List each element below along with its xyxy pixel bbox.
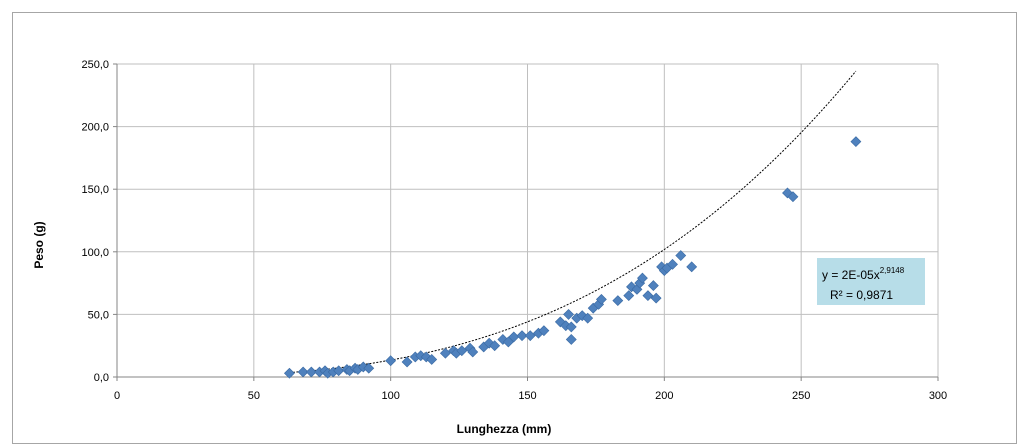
data-point xyxy=(582,312,594,324)
x-tick-label: 50 xyxy=(248,390,260,402)
data-point xyxy=(667,258,678,270)
data-point xyxy=(675,250,687,261)
data-point xyxy=(502,336,514,348)
data-point xyxy=(565,321,577,333)
y-tick-label: 50,0 xyxy=(88,309,109,321)
data-point xyxy=(467,346,479,358)
equation-background xyxy=(817,258,925,305)
r-squared-label: R² = 0,9871 xyxy=(830,288,893,302)
x-tick-label: 150 xyxy=(518,390,536,402)
data-point xyxy=(647,280,659,292)
data-point xyxy=(595,293,607,305)
data-point xyxy=(623,290,635,302)
equation-exponent: 2,9148 xyxy=(880,266,905,275)
data-point xyxy=(524,330,536,342)
data-point xyxy=(787,191,799,203)
data-point xyxy=(650,292,662,304)
data-point xyxy=(563,308,574,320)
data-point xyxy=(305,366,317,378)
tick-labels: 0,0 50,0 100,0 150,0 200,0 250,0 0 50 100 150 200 2… xyxy=(81,59,947,402)
x-tick-label: 300 xyxy=(929,390,947,402)
data-point xyxy=(363,362,375,374)
data-point xyxy=(297,366,309,378)
data-point xyxy=(401,356,413,368)
x-tick-label: 0 xyxy=(114,390,120,402)
data-points xyxy=(283,136,862,379)
data-point xyxy=(612,295,624,307)
grid xyxy=(117,63,939,377)
equation-prefix: y = 2E-05x xyxy=(822,268,880,282)
x-axis-title: Lunghezza (mm) xyxy=(457,422,552,436)
data-point xyxy=(642,290,654,302)
y-tick-label: 100,0 xyxy=(81,247,109,259)
data-point xyxy=(565,334,577,345)
y-tick-label: 0,0 xyxy=(94,372,109,384)
trendline-path xyxy=(289,70,857,374)
trendline-equation-box: y = 2E-05x2,9148 R² = 0,9871 xyxy=(817,258,925,305)
data-point xyxy=(426,354,438,365)
y-tick-label: 200,0 xyxy=(81,122,109,134)
x-tick-label: 200 xyxy=(655,390,673,402)
axes xyxy=(113,63,939,381)
trendline-equation: y = 2E-05x2,9148 xyxy=(822,266,905,282)
data-point xyxy=(439,347,451,359)
data-point xyxy=(385,355,397,367)
x-tick-label: 100 xyxy=(381,390,399,402)
data-point xyxy=(283,367,295,379)
y-tick-label: 150,0 xyxy=(81,184,109,196)
data-point xyxy=(538,325,550,337)
data-point xyxy=(489,340,501,352)
scatter-chart: 0,0 50,0 100,0 150,0 200,0 250,0 0 50 100 150 200 2… xyxy=(32,59,947,436)
data-point xyxy=(516,330,528,342)
data-point xyxy=(686,261,698,273)
data-point xyxy=(456,345,468,357)
trendline xyxy=(289,70,857,374)
y-axis-title: Peso (g) xyxy=(32,221,46,268)
x-tick-label: 250 xyxy=(792,390,810,402)
data-point xyxy=(850,136,862,148)
data-point xyxy=(637,272,648,284)
y-tick-label: 250,0 xyxy=(81,59,109,71)
chart-frame: 0,0 50,0 100,0 150,0 200,0 250,0 0 50 100 150 200 2… xyxy=(12,12,1017,444)
